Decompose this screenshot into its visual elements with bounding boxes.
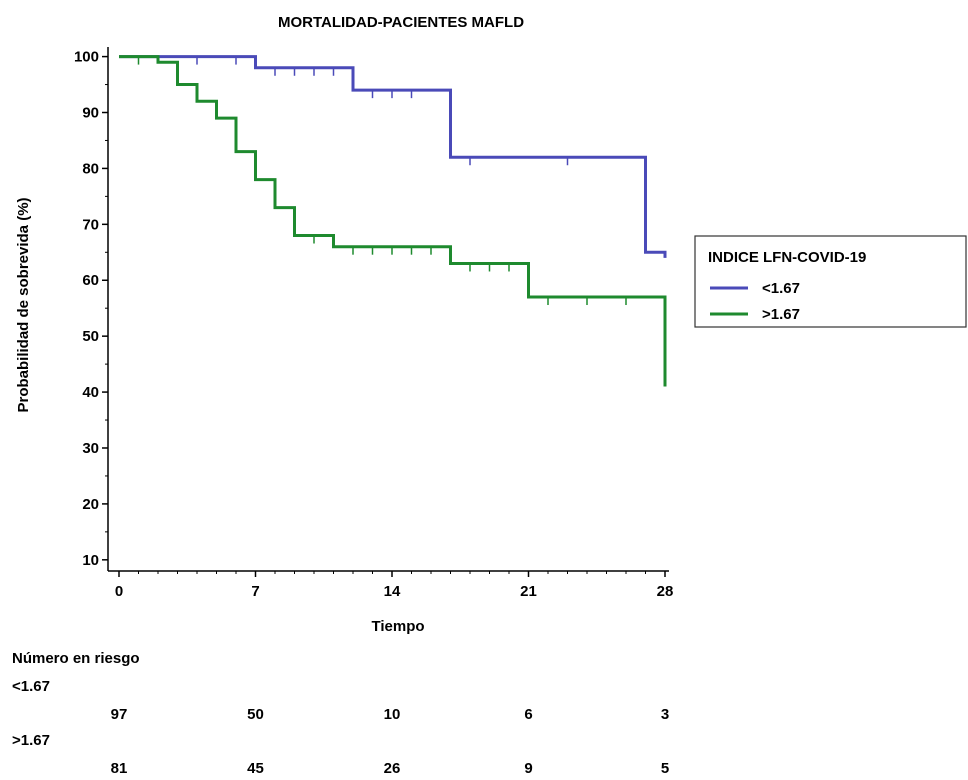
series-line-lt-167 — [119, 55, 667, 258]
risk-value: 26 — [384, 760, 401, 777]
y-tick-label: 20 — [82, 496, 99, 513]
risk-values: 97 50 10 6 3 81 45 26 9 5 — [111, 706, 670, 777]
x-tick-label: 7 — [251, 583, 259, 600]
legend-box — [694, 235, 967, 328]
y-tick-label: 80 — [82, 160, 99, 177]
risk-value: 10 — [384, 706, 401, 723]
x-tick-label: 0 — [115, 583, 123, 600]
risk-value: 5 — [661, 760, 669, 777]
risk-row-label-gt-167: >1.67 — [12, 732, 50, 749]
legend-title: INDICE LFN-COVID-19 — [708, 249, 866, 266]
x-tick-label: 21 — [520, 583, 537, 600]
chart-title: MORTALIDAD-PACIENTES MAFLD — [278, 14, 524, 31]
legend-label-gt-167: >1.67 — [762, 306, 800, 323]
x-tick-label: 28 — [657, 583, 674, 600]
y-tick-label: 100 — [74, 49, 99, 66]
risk-value: 81 — [111, 760, 128, 777]
series-line-gt-167 — [119, 55, 667, 387]
risk-value: 45 — [247, 760, 264, 777]
risk-value: 9 — [524, 760, 532, 777]
risk-row-label-lt-167: <1.67 — [12, 678, 50, 695]
risk-value: 97 — [111, 706, 128, 723]
legend: INDICE LFN-COVID-19 <1.67 >1.67 — [694, 235, 967, 328]
risk-table-title: Número en riesgo — [12, 650, 140, 667]
risk-table: Número en riesgo <1.67 >1.67 97 50 10 6 3 81 4… — [12, 650, 669, 777]
y-tick-label: 70 — [82, 216, 99, 233]
y-tick-label: 10 — [82, 552, 99, 569]
legend-label-lt-167: <1.67 — [762, 280, 800, 297]
axes: 10 20 30 40 50 60 70 80 90 100 0 7 14 21 28 — [74, 47, 673, 600]
y-axis-title: Probabilidad de sobrevida (%) — [15, 197, 32, 412]
risk-value: 50 — [247, 706, 264, 723]
y-tick-label: 30 — [82, 440, 99, 457]
risk-value: 6 — [524, 706, 532, 723]
risk-value: 3 — [661, 706, 669, 723]
y-tick-label: 40 — [82, 384, 99, 401]
y-tick-label: 90 — [82, 105, 99, 122]
x-tick-label: 14 — [384, 583, 401, 600]
y-tick-label: 50 — [82, 328, 99, 345]
y-tick-label: 60 — [82, 272, 99, 289]
series-layer — [119, 55, 667, 387]
x-axis-title: Tiempo — [371, 618, 424, 635]
